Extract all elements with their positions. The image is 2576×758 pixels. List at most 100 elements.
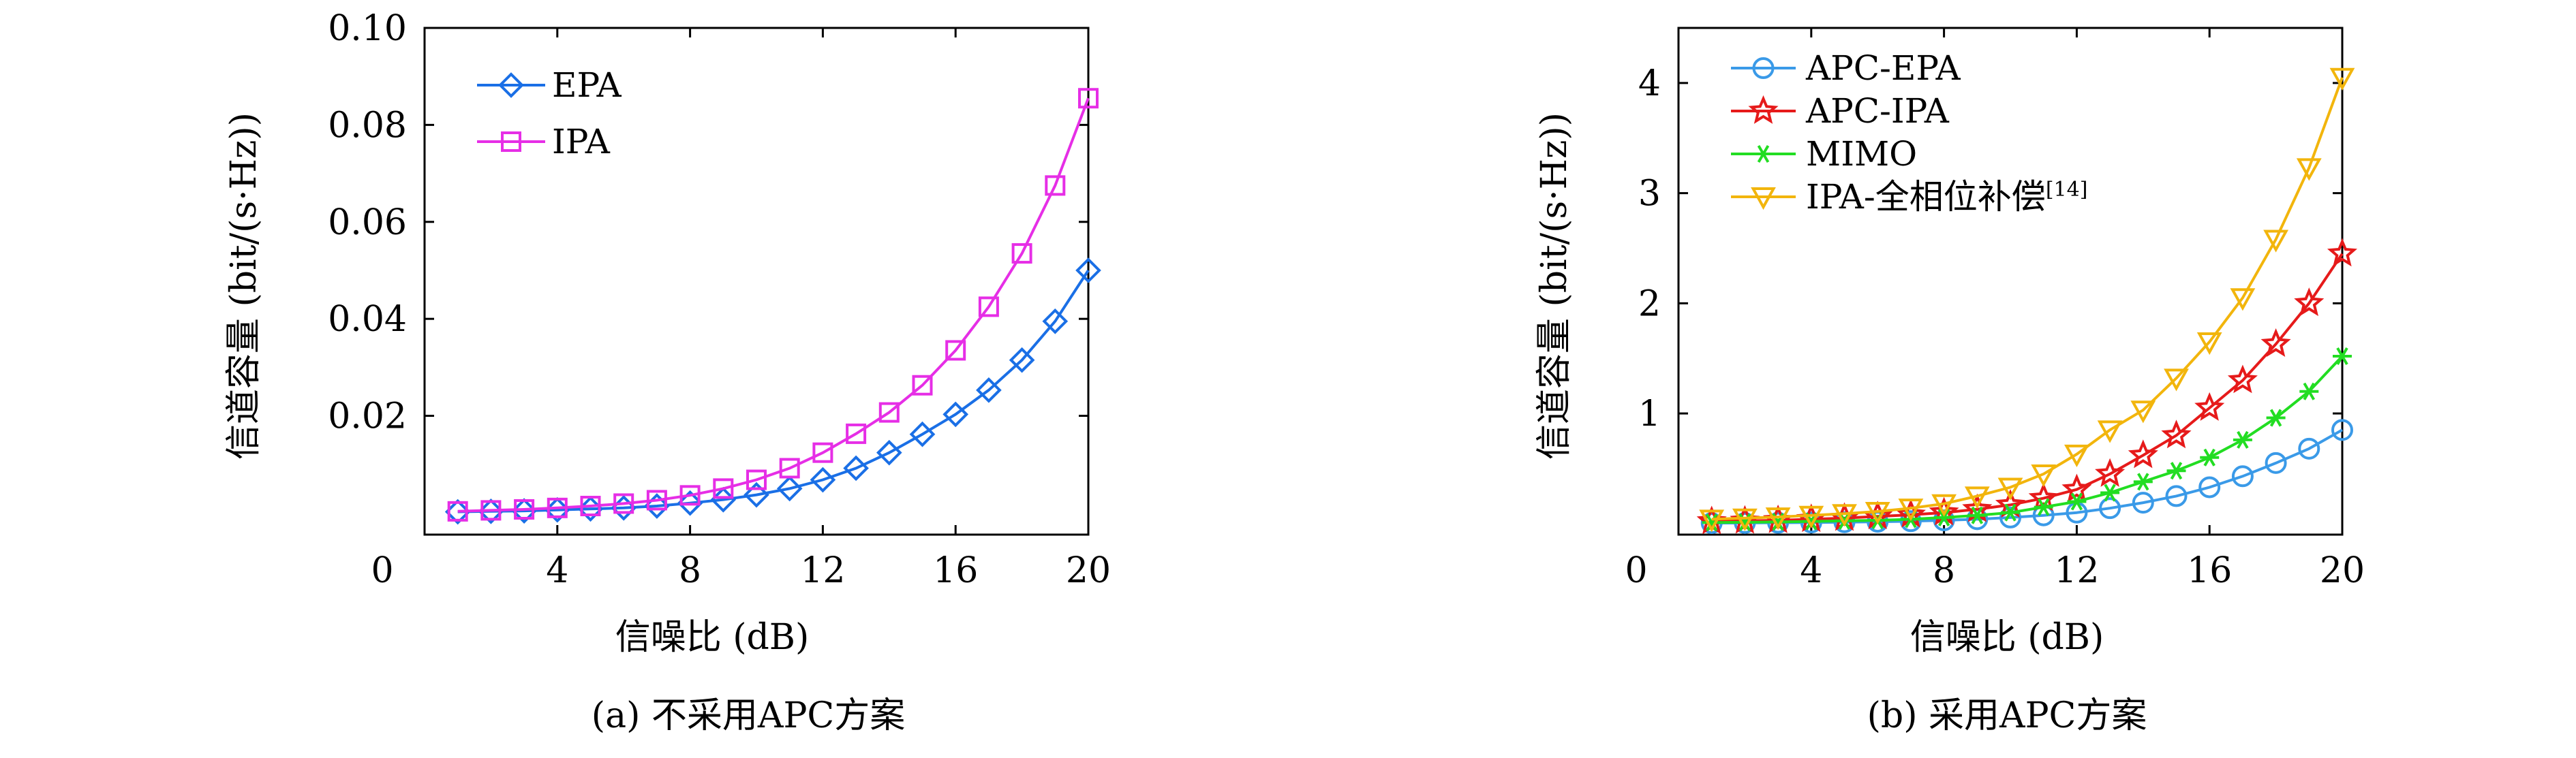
series-line	[457, 269, 1090, 514]
series-ipa	[1699, 67, 2355, 533]
data-point	[1011, 243, 1032, 264]
data-point	[2166, 462, 2186, 480]
data-point	[2095, 458, 2126, 487]
x-tick-label: 12	[800, 550, 845, 591]
data-point	[1865, 502, 1890, 525]
legend-item: APC-IPA	[1731, 91, 1950, 131]
data-point	[978, 296, 999, 317]
data-point	[743, 481, 769, 508]
y-tick-label: 4	[1638, 63, 1661, 104]
legend-label: EPA	[552, 65, 622, 105]
data-point	[2194, 392, 2225, 421]
chart-caption: (b) 采用APC方案	[1867, 695, 2147, 736]
legend-item: IPA	[477, 122, 611, 161]
data-point	[514, 499, 535, 520]
data-point	[1042, 308, 1069, 334]
data-point	[2298, 437, 2320, 460]
data-point	[812, 442, 833, 463]
y-axis-label: 信道容量 (bit/(s·Hz))	[224, 112, 264, 460]
data-point	[2200, 448, 2220, 467]
data-point	[1967, 506, 1987, 524]
legend-label: APC-IPA	[1805, 91, 1950, 131]
data-point	[2031, 464, 2057, 488]
x-tick-label: 4	[1800, 550, 1822, 591]
data-point	[1045, 175, 1066, 196]
y-tick-label: 3	[1638, 174, 1661, 215]
legend-label: MIMO	[1806, 134, 1917, 174]
data-point	[2329, 67, 2355, 91]
data-point	[1933, 509, 1955, 531]
data-point	[580, 495, 601, 516]
x-tick-label: 16	[933, 550, 978, 591]
legend-item: EPA	[477, 65, 622, 105]
data-point	[2061, 473, 2092, 503]
x-axis-label: 信噪比 (dB)	[615, 617, 810, 658]
data-point	[2130, 400, 2156, 424]
chart-caption: (a) 不采用APC方案	[592, 695, 905, 736]
data-point	[1964, 486, 1990, 509]
data-point	[1899, 510, 1922, 533]
data-point	[613, 493, 634, 514]
data-point	[2294, 287, 2325, 317]
data-point	[878, 402, 900, 423]
data-point	[547, 497, 568, 518]
data-point	[2165, 485, 2188, 507]
data-point	[2233, 430, 2252, 449]
legend-marker	[1752, 57, 1775, 79]
data-point	[478, 498, 504, 524]
data-point	[2132, 492, 2154, 514]
data-point	[876, 439, 902, 466]
data-point	[2164, 368, 2189, 392]
legend-label: APC-EPA	[1805, 48, 1961, 88]
data-point	[713, 478, 734, 499]
data-point	[1798, 505, 1824, 528]
data-point	[2034, 498, 2053, 516]
data-point	[1898, 499, 1924, 522]
data-point	[2001, 503, 2020, 522]
data-point	[2097, 420, 2123, 443]
data-point	[2333, 347, 2352, 365]
data-point	[1009, 347, 1035, 373]
data-point	[679, 485, 701, 506]
data-point	[1934, 508, 1954, 526]
data-point	[2265, 452, 2287, 474]
data-point	[810, 467, 836, 493]
data-point	[2099, 497, 2121, 520]
data-point	[1765, 507, 1791, 531]
data-point	[2331, 419, 2353, 441]
data-point	[2028, 482, 2059, 511]
data-point	[2196, 332, 2222, 356]
legend-item: MIMO	[1731, 134, 1917, 174]
legend-marker	[1753, 144, 1773, 163]
data-point	[2161, 420, 2192, 449]
chart-panel-a: 信道容量 (bit/(s·Hz)) 信噪比 (dB) (a) 不采用APC方案 …	[224, 8, 1111, 736]
data-point	[646, 490, 667, 511]
x-tick-label: 20	[1066, 550, 1111, 591]
data-point	[511, 498, 537, 524]
x-tick-label: 8	[679, 550, 701, 591]
data-point	[2128, 439, 2158, 469]
data-point	[846, 423, 867, 444]
data-point	[2133, 473, 2153, 491]
legend-marker	[1751, 187, 1776, 210]
data-point	[1699, 509, 1725, 533]
series-apc-ipa	[1696, 238, 2358, 535]
data-point	[2327, 238, 2358, 267]
data-point	[843, 455, 869, 481]
legend-reference: [14]	[2046, 178, 2088, 202]
data-point	[2266, 409, 2286, 427]
series-ipa	[447, 88, 1099, 522]
legend: EPA IPA	[477, 65, 622, 161]
data-point	[945, 340, 966, 361]
legend-marker	[1748, 95, 1779, 124]
legend-item: IPA-全相位补偿[14]	[1731, 177, 2087, 217]
x-tick-label: 12	[2054, 550, 2099, 591]
data-point	[2296, 158, 2322, 181]
data-point	[444, 499, 471, 525]
data-point	[2260, 328, 2291, 358]
y-tick-label: 2	[1638, 283, 1661, 324]
x-tick-label: 4	[546, 550, 568, 591]
data-point	[912, 375, 933, 396]
